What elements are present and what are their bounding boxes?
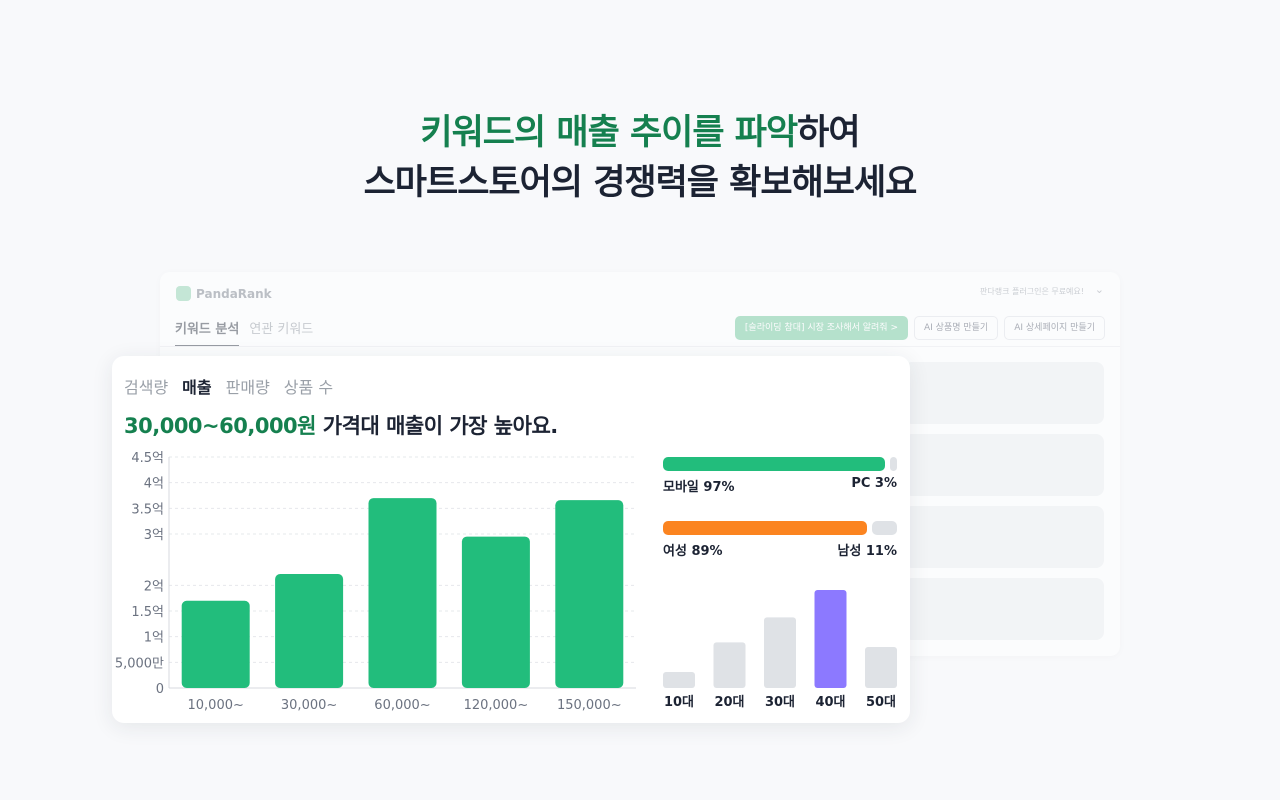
y-tick-label: 2억	[144, 579, 164, 594]
plugin-free-link[interactable]: 판다랭크 플러그인은 무료예요!	[980, 287, 1084, 296]
page-headline: 키워드의 매출 추이를 파악하여 스마트스토어의 경쟁력을 확보해보세요	[0, 108, 1280, 208]
male-share-label: 남성 11%	[837, 544, 897, 559]
device-ratio: 모바일 97% PC 3%	[663, 457, 897, 495]
y-tick-label: 4.5억	[131, 451, 164, 466]
tab-sales[interactable]: 매출	[182, 378, 212, 397]
metric-tabs: 검색량 매출 판매량 상품 수	[124, 374, 333, 398]
y-tick-label: 1.5억	[131, 605, 164, 620]
background-actions: [슬라이딩 참대] 시장 조사해서 알려줘 > AI 상품명 만들기 AI 상세…	[734, 316, 1105, 340]
tab-divider	[160, 346, 1120, 347]
price-bar	[461, 536, 530, 688]
male-share-bar	[871, 521, 897, 535]
tab-related-keywords[interactable]: 연관 키워드	[249, 322, 314, 337]
price-bar	[181, 600, 250, 688]
y-tick-label: 1억	[144, 631, 164, 646]
insight-headline: 30,000~60,000원 가격대 매출이 가장 높아요.	[124, 410, 558, 440]
background-panel	[904, 506, 1104, 568]
headline-accent: 키워드의 매출 추이를 파악	[420, 113, 798, 153]
mobile-share-label: 모바일 97%	[663, 480, 735, 495]
x-tick-label: 30,000~	[281, 698, 337, 713]
price-range-sales-chart: 0 5,000만 1억 1.5억 2억 3억 3.5억 4억 4.5억 10,000~ 30,000…	[115, 451, 636, 713]
mobile-share-bar	[663, 457, 886, 471]
pc-share-bar	[890, 457, 897, 471]
tab-product-count[interactable]: 상품 수	[283, 378, 334, 397]
background-tabs: 키워드 분석 연관 키워드	[175, 318, 313, 347]
female-share-bar	[663, 521, 867, 535]
device-ratio-bar	[663, 457, 897, 471]
headline-line-2: 스마트스토어의 경쟁력을 확보해보세요	[363, 163, 918, 203]
tab-search-volume[interactable]: 검색량	[124, 378, 169, 397]
y-tick-label: 0	[156, 682, 164, 697]
price-bar	[275, 574, 344, 688]
age-label: 40대	[815, 695, 845, 710]
headline-line-1: 키워드의 매출 추이를 파악하여	[0, 108, 1280, 158]
age-distribution-chart: 10대 20대 30대 40대 50대	[663, 590, 897, 710]
insight-price-range: 30,000~60,000원	[124, 414, 317, 438]
ai-detail-page-button[interactable]: AI 상세페이지 만들기	[1004, 316, 1105, 340]
x-tick-label: 150,000~	[557, 698, 622, 713]
age-label: 50대	[866, 695, 896, 710]
age-bar	[663, 672, 695, 688]
insight-text: 가격대 매출이 가장 높아요.	[316, 414, 558, 438]
price-bar	[555, 500, 624, 688]
sales-analysis-card: 검색량 매출 판매량 상품 수 30,000~60,000원 가격대 매출이 가…	[112, 356, 910, 723]
age-bar	[814, 590, 847, 688]
market-research-button[interactable]: [슬라이딩 참대] 시장 조사해서 알려줘 >	[734, 316, 908, 340]
brand-logo: PandaRank	[176, 286, 272, 301]
age-label: 30대	[765, 695, 795, 710]
chevron-down-icon[interactable]: ⌄	[1094, 283, 1104, 296]
tab-sales-count[interactable]: 판매량	[225, 378, 270, 397]
age-bar	[865, 646, 897, 688]
age-label: 20대	[714, 695, 744, 710]
background-panel	[904, 362, 1104, 424]
age-bar	[713, 642, 746, 688]
age-label: 10대	[664, 695, 694, 710]
age-bar	[764, 617, 796, 688]
gender-ratio-bar	[663, 521, 897, 535]
pc-share-label: PC 3%	[851, 476, 897, 491]
price-bar	[368, 498, 437, 688]
brand-name: PandaRank	[196, 286, 272, 301]
background-panel	[904, 578, 1104, 640]
background-panel	[904, 434, 1104, 496]
headline-rest: 하여	[797, 113, 860, 153]
panda-logo-icon	[176, 286, 191, 301]
x-tick-label: 120,000~	[464, 698, 529, 713]
x-tick-label: 10,000~	[188, 698, 244, 713]
gender-ratio: 여성 89% 남성 11%	[663, 521, 897, 559]
female-share-label: 여성 89%	[663, 544, 723, 559]
y-tick-label: 4억	[144, 477, 164, 492]
ai-product-name-button[interactable]: AI 상품명 만들기	[914, 316, 999, 340]
y-tick-label: 3.5억	[131, 502, 164, 517]
y-tick-label: 5,000만	[115, 656, 164, 671]
y-tick-label: 3억	[144, 528, 164, 543]
x-tick-label: 60,000~	[374, 698, 430, 713]
tab-keyword-analysis[interactable]: 키워드 분석	[175, 318, 240, 347]
